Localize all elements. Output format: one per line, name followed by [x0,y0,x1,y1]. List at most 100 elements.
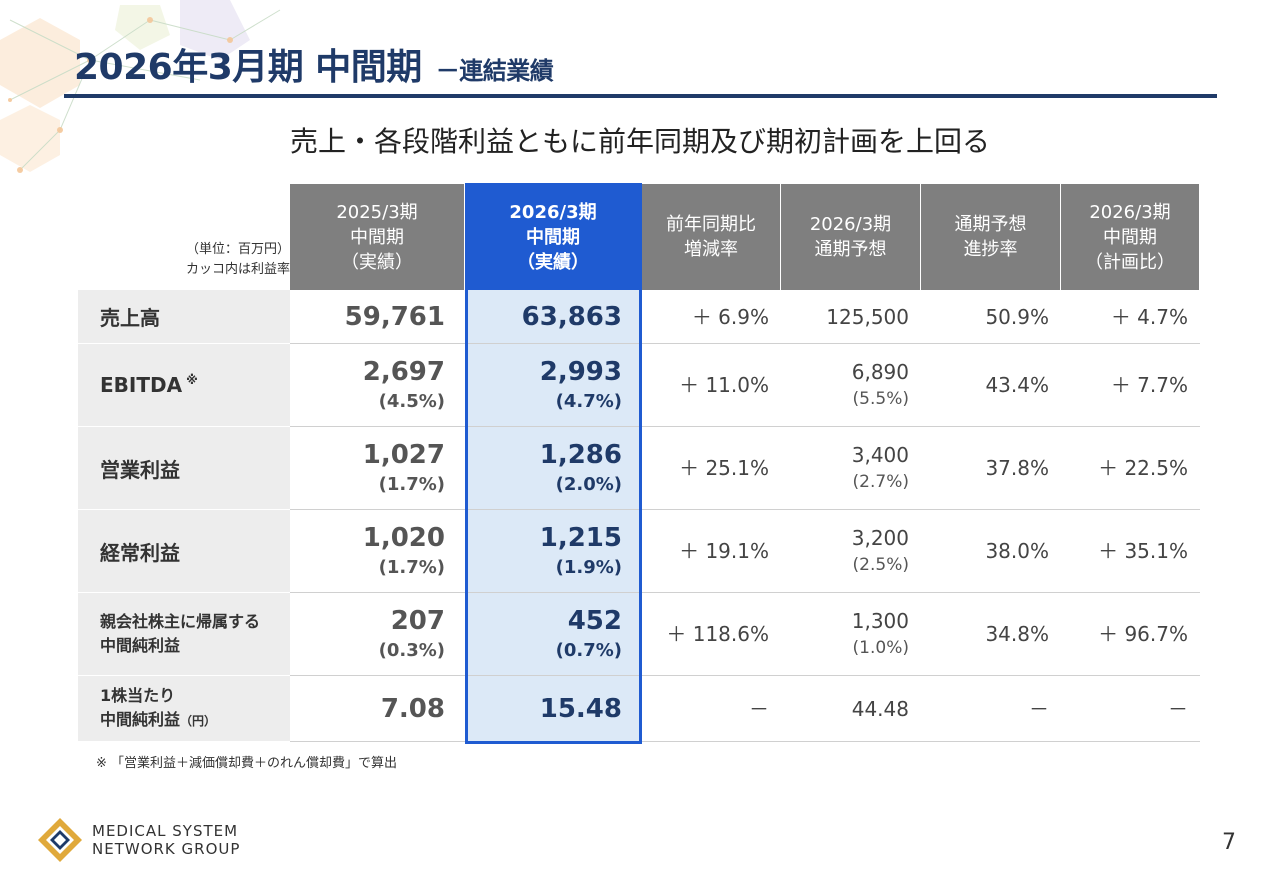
yoy-change-value: ＋ 11.0% [679,373,769,397]
column-header: 2026/3期 中間期 （計画比） [1061,184,1200,290]
progress-rate-value: 34.8% [985,622,1049,646]
vs-plan-value: ＋ 7.7% [1110,373,1188,397]
unit-note-line2: カッコ内は利益率 [185,262,290,277]
row-label: 営業利益 [78,427,290,510]
row-label-line1: 営業利益 [100,454,180,483]
page-number: 7 [1222,830,1236,855]
company-name-line2: NETWORK GROUP [92,840,241,858]
progress-rate-cell: 34.8% [921,593,1061,676]
prev-actual-cell: 7.08 [290,676,465,742]
row-label-line1: 経常利益 [100,537,180,566]
prev-actual-cell: 1,027 (1.7%) [290,427,465,510]
column-header: 2026/3期 通期予想 [781,184,921,290]
network-pattern-decoration [0,0,281,173]
progress-rate-cell: 50.9% [921,290,1061,344]
column-header-line: （計画比） [1085,251,1175,273]
column-header-line: 増減率 [684,239,738,260]
row-label: 売上高 [78,290,290,344]
row-label-note: ※ [186,373,198,388]
row-label: 親会社株主に帰属する中間純利益 [78,593,290,676]
row-label-line2: 中間純利益（円） [100,708,216,733]
progress-rate-value: 43.4% [985,373,1049,397]
row-label: 1株当たり 中間純利益（円） [78,676,290,742]
full-year-forecast-value: 44.48 [851,696,909,721]
row-label-main: 売上高 [100,306,160,330]
prev-actual-value: 207 [390,606,445,636]
row-label-line1: 売上高 [100,302,160,331]
current-actual-value: 63,863 [521,301,622,332]
full-year-forecast-cell: 6,890 (5.5%) [781,344,921,427]
full-year-forecast-margin: (2.7%) [852,472,909,492]
current-actual-cell: 2,993 (4.7%) [465,344,642,427]
prev-actual-value: 7.08 [380,693,445,724]
row-label-line1: 親会社株主に帰属する [100,610,260,634]
full-year-forecast-cell: 44.48 [781,676,921,742]
current-actual-cell: 1,215 (1.9%) [465,510,642,593]
vs-plan-cell: ＋ 35.1% [1061,510,1200,593]
column-header: 前年同期比 増減率 [642,184,781,290]
column-header-line: 中間期 [526,226,580,248]
row-label-unit: （円） [180,714,217,728]
headline: 売上・各段階利益ともに前年同期及び期初計画を上回る [289,125,990,158]
row-label-main: 営業利益 [100,457,180,482]
column-header-line: 中間期 [1103,226,1157,248]
prev-actual-cell: 59,761 [290,290,465,344]
row-label-text: 経常利益 [100,537,180,566]
row-label-text: 親会社株主に帰属する中間純利益 [100,610,260,658]
current-actual-margin: (4.7%) [555,391,622,412]
vs-plan-value: ＋ 35.1% [1098,539,1188,563]
table-row: 経常利益 1,020 (1.7%) 1,215 (1.9%) ＋ 19.1% 3,200 (2… [78,510,1200,593]
vs-plan-cell: ＋ 22.5% [1061,427,1200,510]
full-year-forecast-cell: 3,400 (2.7%) [781,427,921,510]
prev-actual-margin: (1.7%) [378,557,445,578]
prev-actual-value: 59,761 [344,301,445,332]
column-header-line: 2025/3期 [336,201,418,223]
vs-plan-cell: ＋ 7.7% [1061,344,1200,427]
progress-rate-cell: － [921,676,1061,742]
table-row: 親会社株主に帰属する 中間純利益 207 (0.3%) 452 (0.7%) ＋ 118.6… [78,593,1200,676]
progress-rate-cell: 38.0% [921,510,1061,593]
progress-rate-cell: 37.8% [921,427,1061,510]
row-label-second: 中間純利益 [100,636,181,655]
progress-rate-cell: 43.4% [921,344,1061,427]
yoy-change-value: ＋ 25.1% [679,456,769,480]
yoy-change-cell: ＋ 25.1% [642,427,781,510]
table-header-row: 2025/3期 中間期 （実績） 2026/3期 中間期 （実績） 前年同期比 増減率 2026… [78,184,1200,290]
column-header-line: 2026/3期 [1089,201,1171,223]
column-header-line: 通期予想 [954,214,1027,235]
unit-note: （単位：百万円） カッコ内は利益率 [78,184,290,290]
row-label-text: 売上高 [100,302,160,331]
title-main: 2026年3月期 中間期 [74,47,422,88]
column-header-line: （実績） [341,251,413,273]
column-header: 通期予想 進捗率 [921,184,1061,290]
progress-rate-value: － [1029,696,1049,721]
column-header-line: 2026/3期 [809,214,892,235]
footnote: ※ 「営業利益＋減価償却費＋のれん償却費」で算出 [96,756,398,771]
yoy-change-value: ＋ 19.1% [679,539,769,563]
full-year-forecast-cell: 125,500 [781,290,921,344]
full-year-forecast-value: 3,200 [851,526,909,550]
full-year-forecast-value: 125,500 [826,304,909,329]
progress-rate-value: 50.9% [985,304,1049,329]
current-actual-margin: (2.0%) [555,474,622,495]
title-underline [64,94,1217,98]
prev-actual-margin: (1.7%) [378,474,445,495]
row-label-text: EBITDA ※ [100,373,198,397]
company-logo-icon [38,818,82,862]
current-actual-value: 1,215 [539,523,622,553]
column-header-line: （実績） [517,251,589,273]
vs-plan-value: ＋ 22.5% [1098,456,1188,480]
company-name: MEDICAL SYSTEM NETWORK GROUP [92,822,240,858]
prev-actual-value: 2,697 [362,357,445,387]
prev-actual-cell: 207 (0.3%) [290,593,465,676]
full-year-forecast-cell: 1,300 (1.0%) [781,593,921,676]
row-label-main: 経常利益 [100,540,180,565]
current-actual-value: 1,286 [539,440,622,470]
prev-actual-margin: (4.5%) [378,391,445,412]
current-actual-cell: 452 (0.7%) [465,593,642,676]
prev-actual-value: 1,027 [362,440,445,470]
current-actual-value: 2,993 [539,357,622,387]
table-row: 営業利益 1,027 (1.7%) 1,286 (2.0%) ＋ 25.1% 3,400 (2… [78,427,1200,510]
unit-note-line1: （単位：百万円） [185,242,290,257]
yoy-change-cell: ＋ 6.9% [642,290,781,344]
